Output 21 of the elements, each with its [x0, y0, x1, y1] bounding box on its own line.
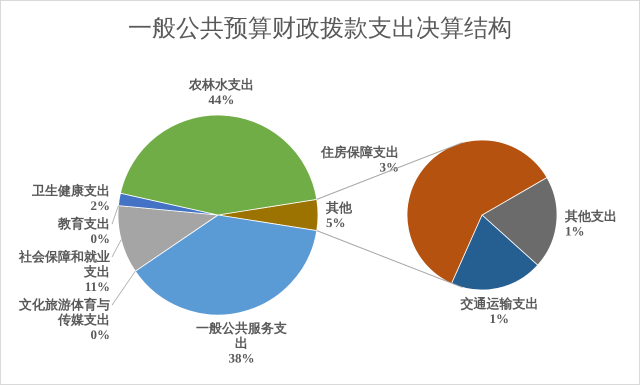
- text: 0%: [90, 327, 110, 342]
- data-label: 38%: [228, 350, 255, 366]
- data-label: 44%: [208, 92, 234, 108]
- category-label: 文化旅游体育与传媒支出: [19, 297, 110, 328]
- slice-label: 社会保障和就业支出: [18, 249, 110, 280]
- data-label: 11%: [84, 279, 110, 294]
- data-label: 1%: [490, 311, 510, 326]
- data-label: 2%: [90, 198, 110, 214]
- slice-label: 其他支出: [564, 208, 617, 224]
- slice-label: 一般公共服务支出: [196, 320, 288, 350]
- slice-label: 其他: [325, 200, 353, 215]
- category-label: 教育支出: [58, 216, 110, 232]
- data-label: 1%: [565, 224, 584, 239]
- data-label: 5%: [326, 215, 346, 230]
- data-label: 3%: [380, 159, 399, 174]
- chart-title: 一般公共预算财政拨款支出决算结构: [128, 16, 512, 42]
- slice-label: 交通运输支出: [459, 296, 538, 312]
- slice-label: 卫生健康支出: [31, 183, 110, 198]
- text: 0%: [90, 231, 110, 246]
- slice-label: 住房保障支出: [320, 144, 399, 160]
- slice-label: 农林水支出: [188, 77, 254, 92]
